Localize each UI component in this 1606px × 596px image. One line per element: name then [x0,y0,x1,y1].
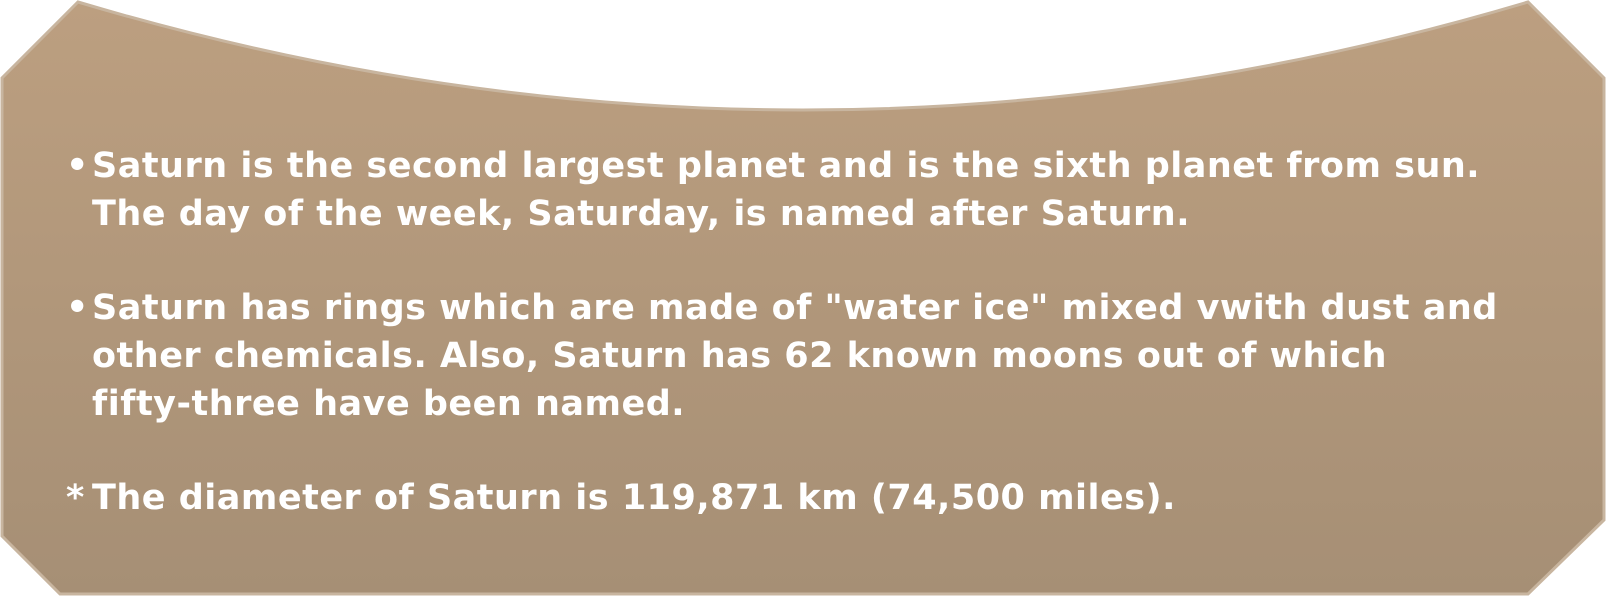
saturn-facts-list: • Saturn is the second largest planet an… [66,142,1596,568]
asterisk-marker: * [66,478,85,518]
fact-line: other chemicals. Also, Saturn has 62 kno… [92,336,1388,376]
bullet-marker: • [66,288,89,328]
fact-line: The diameter of Saturn is 119,871 km (74… [92,478,1176,518]
fact-item-diameter: * The diameter of Saturn is 119,871 km (… [66,474,1596,522]
fact-line: The day of the week, Saturday, is named … [92,194,1191,234]
fact-line: Saturn has rings which are made of "wate… [92,288,1498,328]
fact-item-size: • Saturn is the second largest planet an… [66,142,1596,238]
fact-line: fifty-three have been named. [92,384,686,424]
fact-item-rings: • Saturn has rings which are made of "wa… [66,284,1596,428]
fact-line: Saturn is the second largest planet and … [92,146,1481,186]
bullet-marker: • [66,146,89,186]
